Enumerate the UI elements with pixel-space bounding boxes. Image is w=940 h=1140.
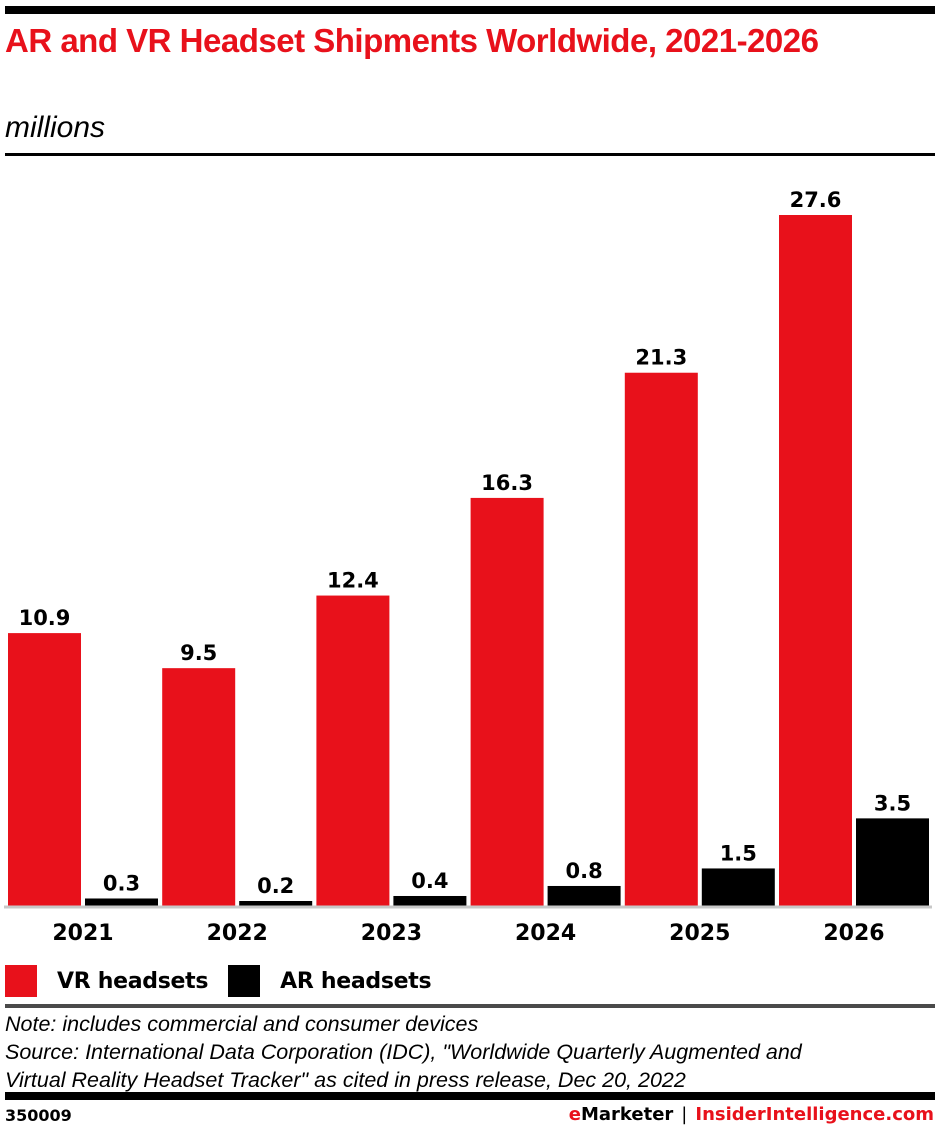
chart-id: 350009 <box>5 1106 72 1125</box>
vr-value-label-2022: 9.5 <box>180 641 217 665</box>
x-tick-label-2022: 2022 <box>207 921 268 946</box>
footer-rule <box>5 1092 935 1100</box>
chart-subtitle: millions <box>5 111 106 144</box>
ar-bar-2022 <box>239 900 313 906</box>
vr-value-label-2025: 21.3 <box>635 346 687 370</box>
title-divider <box>5 153 935 156</box>
legend: VR headsets AR headsets <box>5 965 451 997</box>
vr-bar-2026 <box>779 215 852 906</box>
notes: Note: includes commercial and consumer d… <box>5 1010 935 1094</box>
vr-bar-2024 <box>470 497 544 906</box>
note-text: Note: includes commercial and consumer d… <box>5 1012 479 1036</box>
x-tick-label-2021: 2021 <box>52 921 113 946</box>
vr-bar-2022 <box>162 668 236 906</box>
ar-value-label-2026: 3.5 <box>874 791 911 815</box>
ar-value-label-2025: 1.5 <box>720 841 757 865</box>
brand-marketer: Marketer <box>580 1104 674 1125</box>
top-rule <box>5 6 935 14</box>
legend-label-ar: AR headsets <box>280 968 432 994</box>
ar-value-label-2024: 0.8 <box>565 859 602 883</box>
vr-value-label-2023: 12.4 <box>327 569 379 593</box>
vr-bar-2023 <box>316 595 390 906</box>
vr-bar-2021 <box>8 633 81 906</box>
vr-value-label-2021: 10.9 <box>19 606 71 630</box>
legend-divider <box>5 1004 935 1008</box>
ar-bar-2021 <box>85 898 158 906</box>
legend-swatch-ar <box>228 965 261 997</box>
brand-separator: | <box>681 1104 688 1125</box>
ar-bar-2025 <box>701 868 775 906</box>
vr-value-label-2026: 27.6 <box>790 188 842 212</box>
ar-bar-2024 <box>547 885 621 906</box>
x-tick-label-2025: 2025 <box>669 921 730 946</box>
source-line-1: Source: International Data Corporation (… <box>5 1040 802 1064</box>
vr-bar-2025 <box>624 372 698 906</box>
source-line-2: Virtual Reality Headset Tracker" as cite… <box>5 1068 686 1092</box>
legend-label-vr: VR headsets <box>57 968 209 994</box>
legend-swatch-vr <box>5 965 37 997</box>
brand-site-link[interactable]: InsiderIntelligence.com <box>695 1104 934 1125</box>
ar-bar-2026 <box>856 818 929 906</box>
ar-value-label-2022: 0.2 <box>257 874 294 898</box>
brand-credit: eMarketer | InsiderIntelligence.com <box>569 1104 934 1125</box>
ar-value-label-2021: 0.3 <box>103 871 140 895</box>
vr-value-label-2024: 16.3 <box>481 471 533 495</box>
x-tick-label-2023: 2023 <box>361 921 422 946</box>
ar-value-label-2023: 0.4 <box>411 869 448 893</box>
x-tick-label-2026: 2026 <box>823 921 884 946</box>
brand-e: e <box>568 1104 581 1125</box>
x-tick-label-2024: 2024 <box>515 921 576 946</box>
bar-chart: 10.9 0.3 2021 9.5 0.2 2022 12.4 0.4 2023 16.3 0.8 2… <box>4 188 932 946</box>
chart-title: AR and VR Headset Shipments Worldwide, 2… <box>5 22 819 59</box>
ar-bar-2023 <box>393 895 467 906</box>
